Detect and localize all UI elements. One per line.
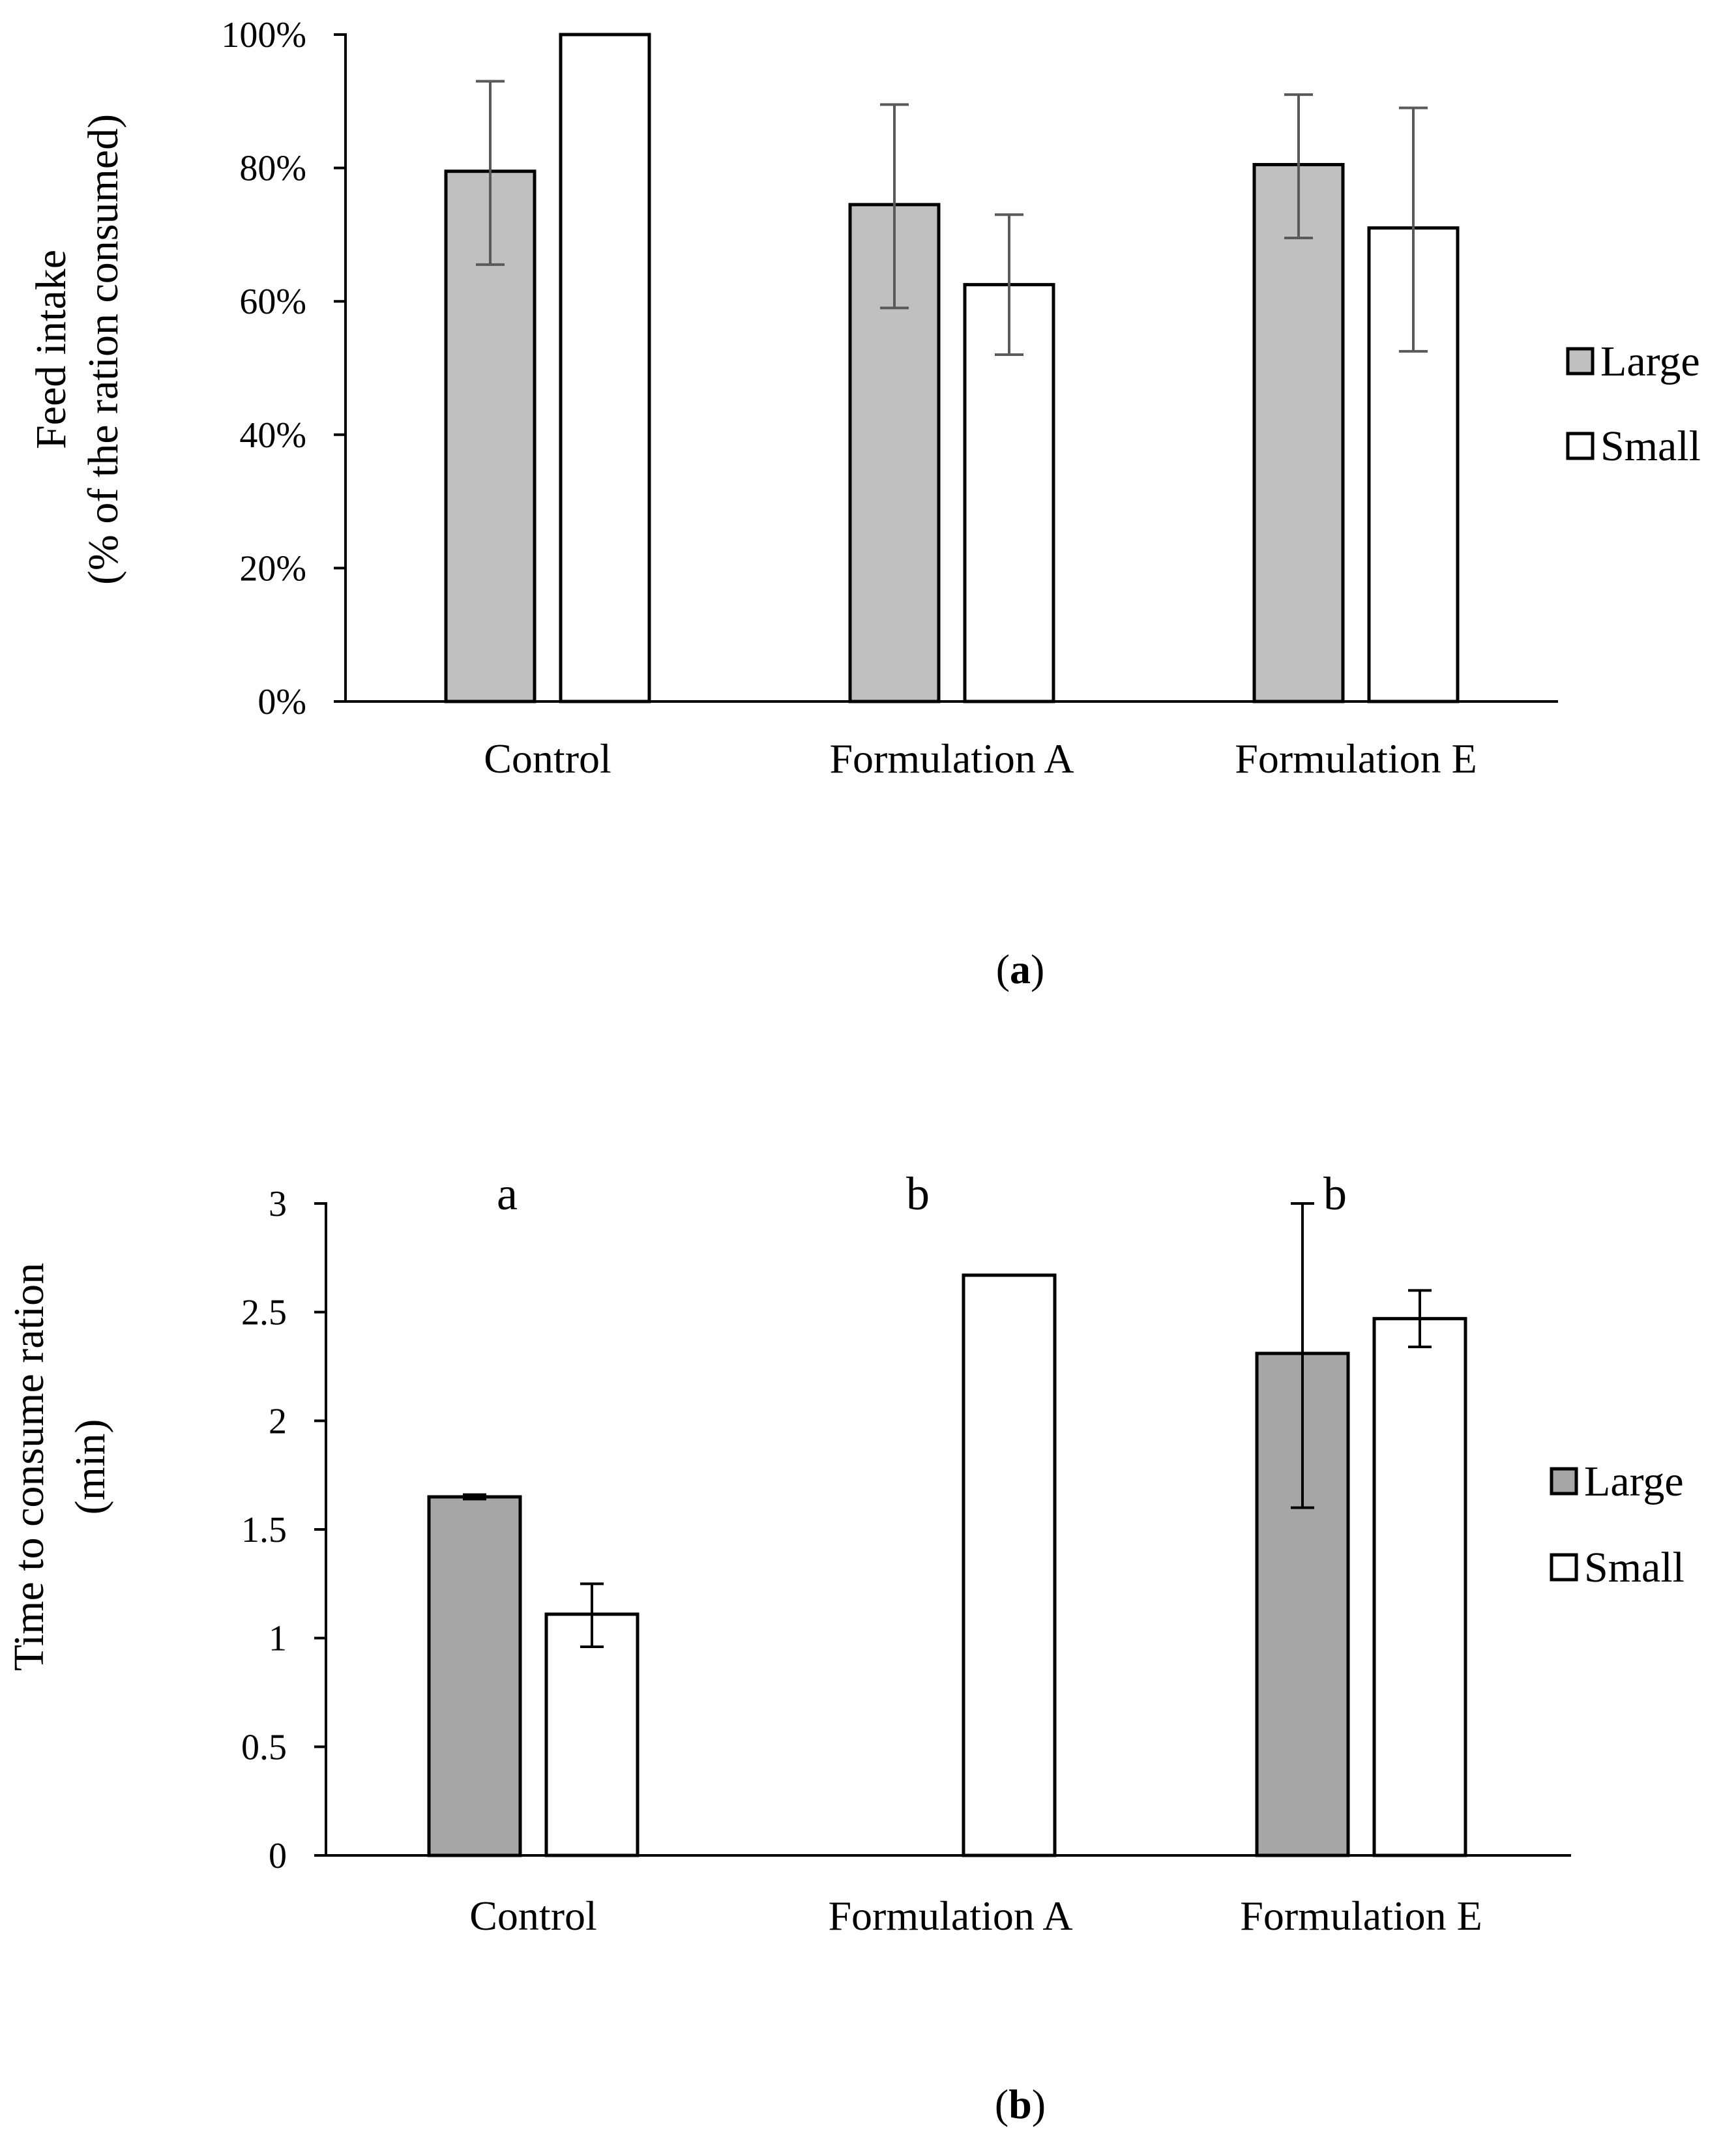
y-tick-label-b: 2 [269, 1401, 287, 1441]
panel-label-b-text: b [1008, 2081, 1032, 2127]
significance-letter-b: a [497, 1168, 518, 1220]
error-bar-a-large-3 [1284, 93, 1313, 240]
y-tick-label-b: 0 [269, 1836, 287, 1876]
bar-b-small-3 [1372, 1317, 1467, 1857]
error-bar-b-small-3 [1408, 1289, 1432, 1348]
category-label-b: Formulation E [1240, 1893, 1482, 1939]
chart-panel-b: Time to consume ration (min) (b) 0 0.5 1 1.… [5, 1168, 1685, 2127]
category-label-b: Control [469, 1893, 597, 1939]
significance-letter-b: b [1323, 1168, 1347, 1220]
bar-b-small-2 [962, 1273, 1057, 1857]
legend-swatch-a-large [1566, 347, 1595, 376]
y-tick-label-b: 3 [269, 1184, 287, 1224]
y-axis-title-line1-b: Time to consume ration [5, 1263, 53, 1671]
error-bar-a-large-1 [476, 80, 505, 266]
y-tick-label-a: 40% [239, 415, 306, 456]
y-tick-label-a: 0% [257, 682, 306, 722]
legend-label-a-large: Large [1600, 338, 1700, 385]
y-tick-label-a: 20% [239, 548, 306, 589]
panel-label-b: (b) [995, 2081, 1046, 2127]
y-tick-label-b: 0.5 [241, 1727, 287, 1767]
significance-letter-b: b [906, 1168, 930, 1220]
legend-label-b-large: Large [1584, 1458, 1684, 1505]
error-bar-b-small-1 [580, 1582, 604, 1648]
legend-swatch-b-small [1550, 1553, 1578, 1582]
y-axis-title-line1-a: Feed intake [27, 250, 75, 449]
category-label-b: Formulation A [828, 1893, 1072, 1939]
legend-swatch-a-small [1566, 432, 1595, 460]
error-bar-a-small-3 [1399, 106, 1428, 353]
bar-a-large-3 [1252, 162, 1345, 703]
y-tick-label-a: 100% [221, 15, 306, 55]
error-bar-b-large-3 [1291, 1202, 1314, 1509]
y-tick-label-a: 80% [239, 149, 306, 189]
legend-label-a-small: Small [1600, 422, 1701, 470]
category-label-a: Control [484, 735, 611, 782]
error-bar-b-large-1 [463, 1493, 486, 1501]
y-tick-label-b: 1.5 [241, 1510, 287, 1550]
panel-label-a-text: a [1010, 946, 1031, 992]
bar-b-small-1 [544, 1612, 640, 1857]
legend-label-b-small: Small [1584, 1544, 1685, 1591]
error-bar-a-large-2 [880, 103, 909, 310]
category-label-a: Formulation E [1235, 735, 1477, 782]
y-axis-title-line2-b: (min) [66, 1419, 114, 1515]
y-tick-label-a: 60% [239, 282, 306, 322]
y-tick-label-b: 2.5 [241, 1293, 287, 1333]
bar-a-small-1 [559, 33, 651, 703]
chart-panel-a: Feed intake (% of the ration consumed) (… [27, 15, 1701, 992]
legend-swatch-b-large [1550, 1467, 1578, 1496]
bar-b-large-1 [427, 1495, 522, 1857]
category-label-a: Formulation A [829, 735, 1074, 782]
error-bar-a-small-2 [995, 213, 1023, 357]
y-tick-label-b: 1 [269, 1619, 287, 1659]
y-axis-title-line2-a: (% of the ration consumed) [80, 114, 127, 585]
panel-label-a: (a) [996, 946, 1045, 992]
